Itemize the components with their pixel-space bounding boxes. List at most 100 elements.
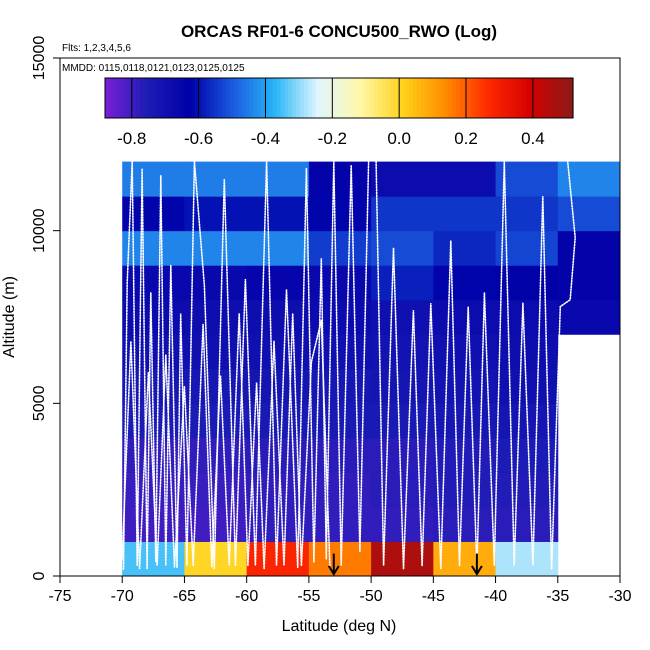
colorbar-tick-label: -0.8 (117, 129, 146, 148)
colorbar-swatch (112, 78, 118, 118)
colorbar-swatch (569, 78, 574, 118)
colorbar-swatch (272, 78, 278, 118)
heatmap-cell (246, 161, 310, 197)
colorbar-tick-label: -0.4 (251, 129, 280, 148)
colorbar-swatch (370, 78, 375, 118)
heatmap-cell (495, 506, 559, 542)
colorbar-swatch (167, 78, 172, 118)
colorbar-swatch (456, 78, 461, 118)
colorbar-swatch (409, 78, 414, 118)
colorbar-swatch (389, 78, 395, 118)
colorbar-swatch (526, 78, 531, 118)
colorbar-swatch (202, 78, 207, 118)
colorbar-swatch (194, 78, 200, 118)
colorbar-swatch (495, 78, 500, 118)
heatmap-cell (246, 196, 310, 232)
colorbar-swatch (296, 78, 301, 118)
heatmap-cell (246, 334, 310, 370)
heatmap-cell (184, 403, 248, 439)
heatmap-cell (371, 437, 434, 473)
heatmap-cell (308, 196, 372, 232)
arrow-head (327, 565, 340, 576)
colorbar-swatch (144, 78, 149, 118)
heatmap-cell (184, 299, 248, 335)
arrow-head (471, 565, 483, 576)
mmdd-note: MMDD: 0115,0118,0121,0123,0125,0125 (62, 63, 245, 74)
colorbar-swatch (249, 78, 254, 118)
x-tick-label: -75 (48, 588, 71, 605)
heatmap-cell (495, 334, 559, 370)
colorbar-swatch (413, 78, 418, 118)
heatmap-cell (122, 506, 185, 542)
colorbar-swatch (424, 78, 430, 118)
colorbar-swatch (545, 78, 551, 118)
heatmap-cell (371, 299, 434, 335)
position-arrows (327, 553, 483, 576)
colorbar-swatch (381, 78, 387, 118)
colorbar-swatch (553, 78, 558, 118)
colorbar-swatch (366, 78, 371, 118)
heatmap-cell (122, 334, 185, 370)
plot-frame (59, 57, 621, 577)
colorbar-swatch (276, 78, 282, 118)
colorbar-swatch (405, 78, 410, 118)
heatmap-cell (246, 230, 310, 266)
colorbar-swatch (303, 78, 309, 118)
colorbar-swatch (534, 78, 539, 118)
colorbar-swatch (374, 78, 379, 118)
colorbar-swatch (105, 78, 110, 118)
heatmap-cell (246, 541, 310, 577)
colorbar-swatch (237, 78, 243, 118)
heatmap-cell (246, 265, 310, 301)
colorbar-swatch (206, 78, 211, 118)
heatmap-cell (308, 230, 372, 266)
colorbar-swatch (229, 78, 235, 118)
colorbar-swatch (354, 78, 360, 118)
colorbar-swatch (253, 78, 258, 118)
x-tick-label: -45 (422, 588, 445, 605)
colorbar-swatch (159, 78, 165, 118)
colorbar-tick-label: 0.4 (521, 129, 545, 148)
colorbar-swatch (222, 78, 227, 118)
heatmap-cell (371, 161, 434, 197)
colorbar-swatch (280, 78, 285, 118)
heatmap-cell (557, 230, 621, 266)
y-tick-label: 5000 (31, 385, 48, 421)
colorbar-swatch (264, 78, 270, 118)
colorbar-swatch (522, 78, 527, 118)
colorbar-swatch (218, 78, 223, 118)
y-tick-label: 15000 (31, 36, 48, 81)
colorbar-tick-label: -0.6 (184, 129, 213, 148)
heatmap-cell (557, 299, 621, 335)
colorbar-swatch (225, 78, 231, 118)
heatmap-cell (433, 230, 497, 266)
flight-tracks (121, 160, 577, 570)
colorbar-swatch (452, 78, 457, 118)
colorbar-swatch (116, 78, 122, 118)
heatmap-cell (371, 196, 434, 232)
colorbar-swatch (350, 78, 356, 118)
heatmap-cell (371, 230, 434, 266)
colorbar-swatch (362, 78, 367, 118)
colorbar-swatch (210, 78, 215, 118)
heatmap-cell (122, 265, 185, 301)
colorbar-swatch (459, 78, 465, 118)
colorbar-tick-label: 0.2 (454, 129, 478, 148)
colorbar-swatch (307, 78, 313, 118)
colorbar-swatch (140, 78, 145, 118)
colorbar-swatch (440, 78, 445, 118)
heatmap-cell (495, 541, 559, 577)
colorbar-swatch (483, 78, 488, 118)
colorbar-swatch (502, 78, 508, 118)
colorbar-swatch (444, 78, 449, 118)
colorbar-swatch (171, 78, 176, 118)
x-axis-label: Latitude (deg N) (282, 618, 397, 635)
heatmap-cell (557, 265, 621, 301)
heatmap-cell (122, 196, 185, 232)
colorbar-swatch (315, 78, 321, 118)
colorbar-swatch (530, 78, 535, 118)
y-tick-label: 0 (31, 571, 48, 580)
x-tick-label: -60 (235, 588, 258, 605)
colorbar-swatch (537, 78, 543, 118)
heatmap-cell (371, 334, 434, 370)
